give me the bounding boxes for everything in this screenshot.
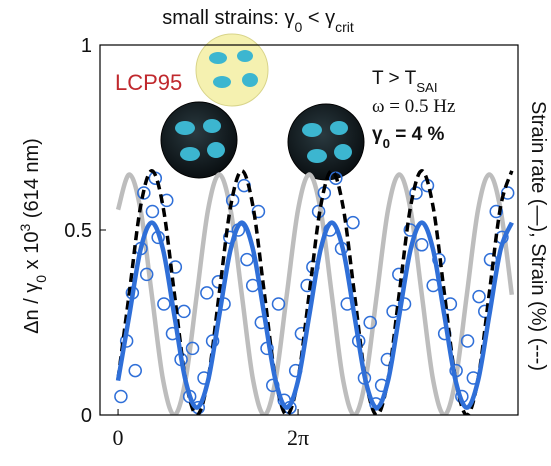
data-point [139, 267, 154, 282]
annotation-part: T > T [372, 68, 417, 89]
data-point [460, 334, 475, 348]
data-point [177, 304, 191, 319]
annotation-part: γ [372, 124, 383, 145]
annotation: LCP95 [115, 70, 182, 95]
data-point [414, 238, 429, 252]
x-tick-label: 0 [113, 425, 124, 450]
y-axis-label-part: (614 nm) [21, 138, 43, 224]
y-axis-label-part: x 10 [21, 232, 43, 275]
inset-light [195, 33, 269, 107]
inset-dark [160, 101, 365, 181]
annotation-part: 0 [383, 136, 390, 151]
annotation-part: ω = 0.5 Hz [372, 96, 455, 117]
data-point [346, 215, 360, 230]
y2-axis-label: Strain rate (—), Strain (%) (---) [527, 101, 549, 371]
annotation: ω = 0.5 Hz [372, 96, 455, 117]
y-tick-label: 1 [81, 35, 92, 57]
plot-area [114, 169, 515, 415]
data-point [200, 286, 214, 300]
annotation: T > TSAI [372, 68, 438, 95]
data-point [240, 252, 254, 267]
annotation-part: SAI [416, 80, 437, 95]
data-point [185, 341, 200, 356]
data-point [500, 186, 515, 200]
x-tick-label: 2π [287, 425, 309, 450]
data-point [145, 204, 160, 219]
annotation-part: = 4 % [390, 124, 444, 145]
series-line [115, 172, 515, 415]
chart-title-part: crit [335, 19, 354, 35]
y-tick-label: 0 [81, 405, 92, 427]
data-point [472, 289, 486, 304]
data-point [271, 297, 286, 311]
data-point [128, 363, 142, 378]
chart-title-part: < γ [302, 7, 335, 29]
series-line [116, 169, 514, 415]
data-point [157, 297, 171, 311]
y-axis-label-part: 0 [33, 275, 49, 283]
annotation: γ0 = 4 % [372, 124, 444, 151]
data-point [363, 315, 377, 330]
chart-title-part: 0 [294, 19, 302, 35]
chart-title-part: small strains: γ [162, 7, 294, 29]
data-point [137, 186, 151, 200]
data-point [489, 204, 503, 219]
series-line [115, 220, 514, 410]
y-tick-label: 0.5 [64, 220, 92, 242]
annotation-part: LCP95 [115, 70, 182, 95]
data-point [114, 389, 128, 404]
y-axis-label-part: Δn / γ [21, 283, 43, 334]
y-axis-label-part: 3 [17, 224, 33, 232]
y-axis-label: Δn / γ0 x 103 (614 nm) [17, 138, 49, 334]
data-point [397, 297, 412, 311]
chart-title: small strains: γ0 < γcrit [162, 7, 354, 35]
y2-axis-label-part: Strain rate (—), Strain (%) (---) [527, 101, 549, 371]
